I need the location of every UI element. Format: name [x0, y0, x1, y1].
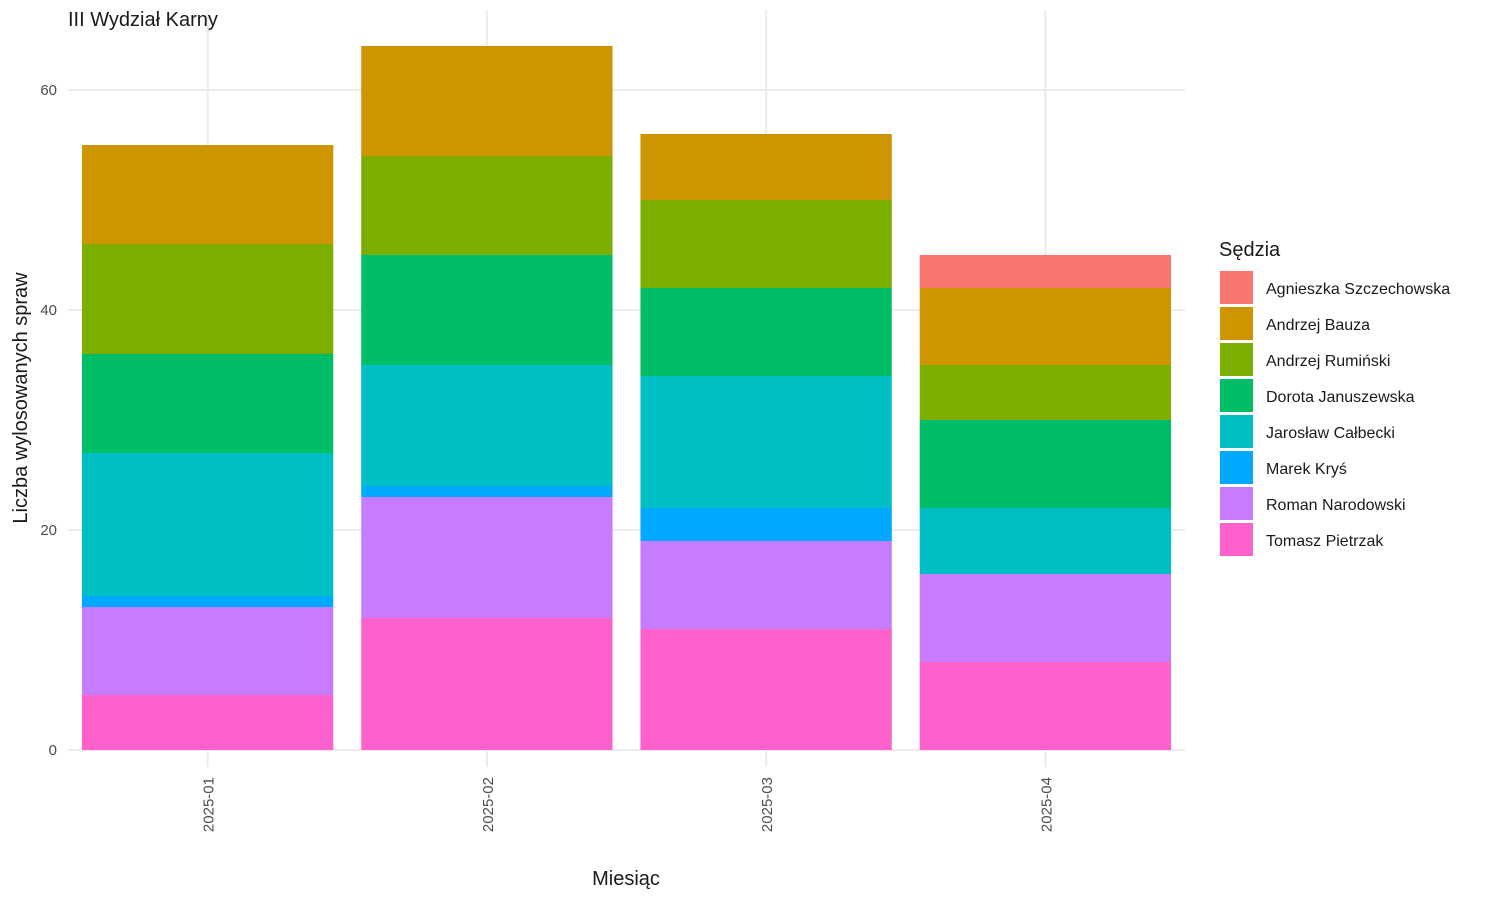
bar-segment — [640, 134, 892, 200]
legend-label: Andrzej Bauza — [1266, 317, 1370, 334]
x-axis-ticks: 2025-01 2025-02 2025-03 2025-04 — [201, 777, 1056, 832]
y-tick-label: 60 — [40, 82, 57, 99]
y-tick-label: 0 — [49, 742, 57, 759]
bar-segment — [81, 244, 334, 354]
legend-label: Agnieszka Szczechowska — [1266, 281, 1450, 298]
bar-segment — [640, 508, 892, 541]
legend-label: Jarosław Całbecki — [1266, 425, 1395, 442]
legend-title: Sędzia — [1219, 239, 1281, 261]
bar-segment — [919, 365, 1172, 420]
bar-segment — [81, 607, 334, 695]
legend-swatch — [1220, 307, 1253, 340]
legend-label: Roman Narodowski — [1266, 497, 1406, 514]
bar-segment — [81, 596, 334, 607]
legend-swatch — [1220, 379, 1253, 412]
y-axis-ticks: 0 20 40 60 — [40, 82, 57, 759]
bar-segment — [81, 695, 334, 750]
bar-segment — [361, 486, 613, 497]
bar-segment — [640, 629, 892, 750]
bar-segment — [361, 365, 613, 486]
y-tick-label: 40 — [40, 302, 57, 319]
x-tick-label: 2025-03 — [759, 777, 776, 832]
legend-swatch — [1220, 415, 1253, 448]
legend-label: Marek Kryś — [1266, 461, 1347, 478]
legend-label: Andrzej Rumiński — [1266, 353, 1390, 370]
legend: Sędzia Agnieszka Szczechowska Andrzej Bau… — [1219, 239, 1450, 556]
legend-swatch — [1220, 343, 1253, 376]
legend-label: Dorota Januszewska — [1266, 389, 1415, 406]
bar-segment — [81, 354, 334, 453]
bar-segment — [640, 376, 892, 508]
bar-segment — [640, 200, 892, 288]
bar-segment — [361, 46, 613, 156]
bar-segment — [81, 145, 334, 244]
bar-segment — [919, 662, 1172, 750]
x-axis-title: Miesiąc — [592, 868, 660, 890]
bar-segment — [361, 497, 613, 618]
bar-segment — [919, 288, 1172, 365]
chart-title: III Wydział Karny — [68, 9, 218, 31]
legend-swatch — [1220, 451, 1253, 484]
bar-segment — [919, 574, 1172, 662]
bar-segment — [361, 255, 613, 365]
bar-segment — [640, 288, 892, 376]
y-tick-label: 20 — [40, 522, 57, 539]
bar-segment — [361, 156, 613, 255]
bar-segment — [919, 420, 1172, 508]
x-tick-label: 2025-04 — [1038, 777, 1055, 832]
y-axis-title: Liczba wylosowanych spraw — [10, 272, 32, 524]
bar-segment — [640, 541, 892, 629]
bar-segment — [919, 508, 1172, 574]
bar-segment — [919, 255, 1172, 288]
x-tick-label: 2025-01 — [201, 777, 218, 832]
bar-segment — [81, 453, 334, 596]
legend-swatch — [1220, 271, 1253, 304]
x-tick-label: 2025-02 — [480, 777, 497, 832]
bars — [81, 46, 1172, 750]
legend-swatch — [1220, 487, 1253, 520]
legend-label: Tomasz Pietrzak — [1266, 533, 1384, 550]
bar-segment — [361, 618, 613, 750]
legend-swatch — [1220, 523, 1253, 556]
